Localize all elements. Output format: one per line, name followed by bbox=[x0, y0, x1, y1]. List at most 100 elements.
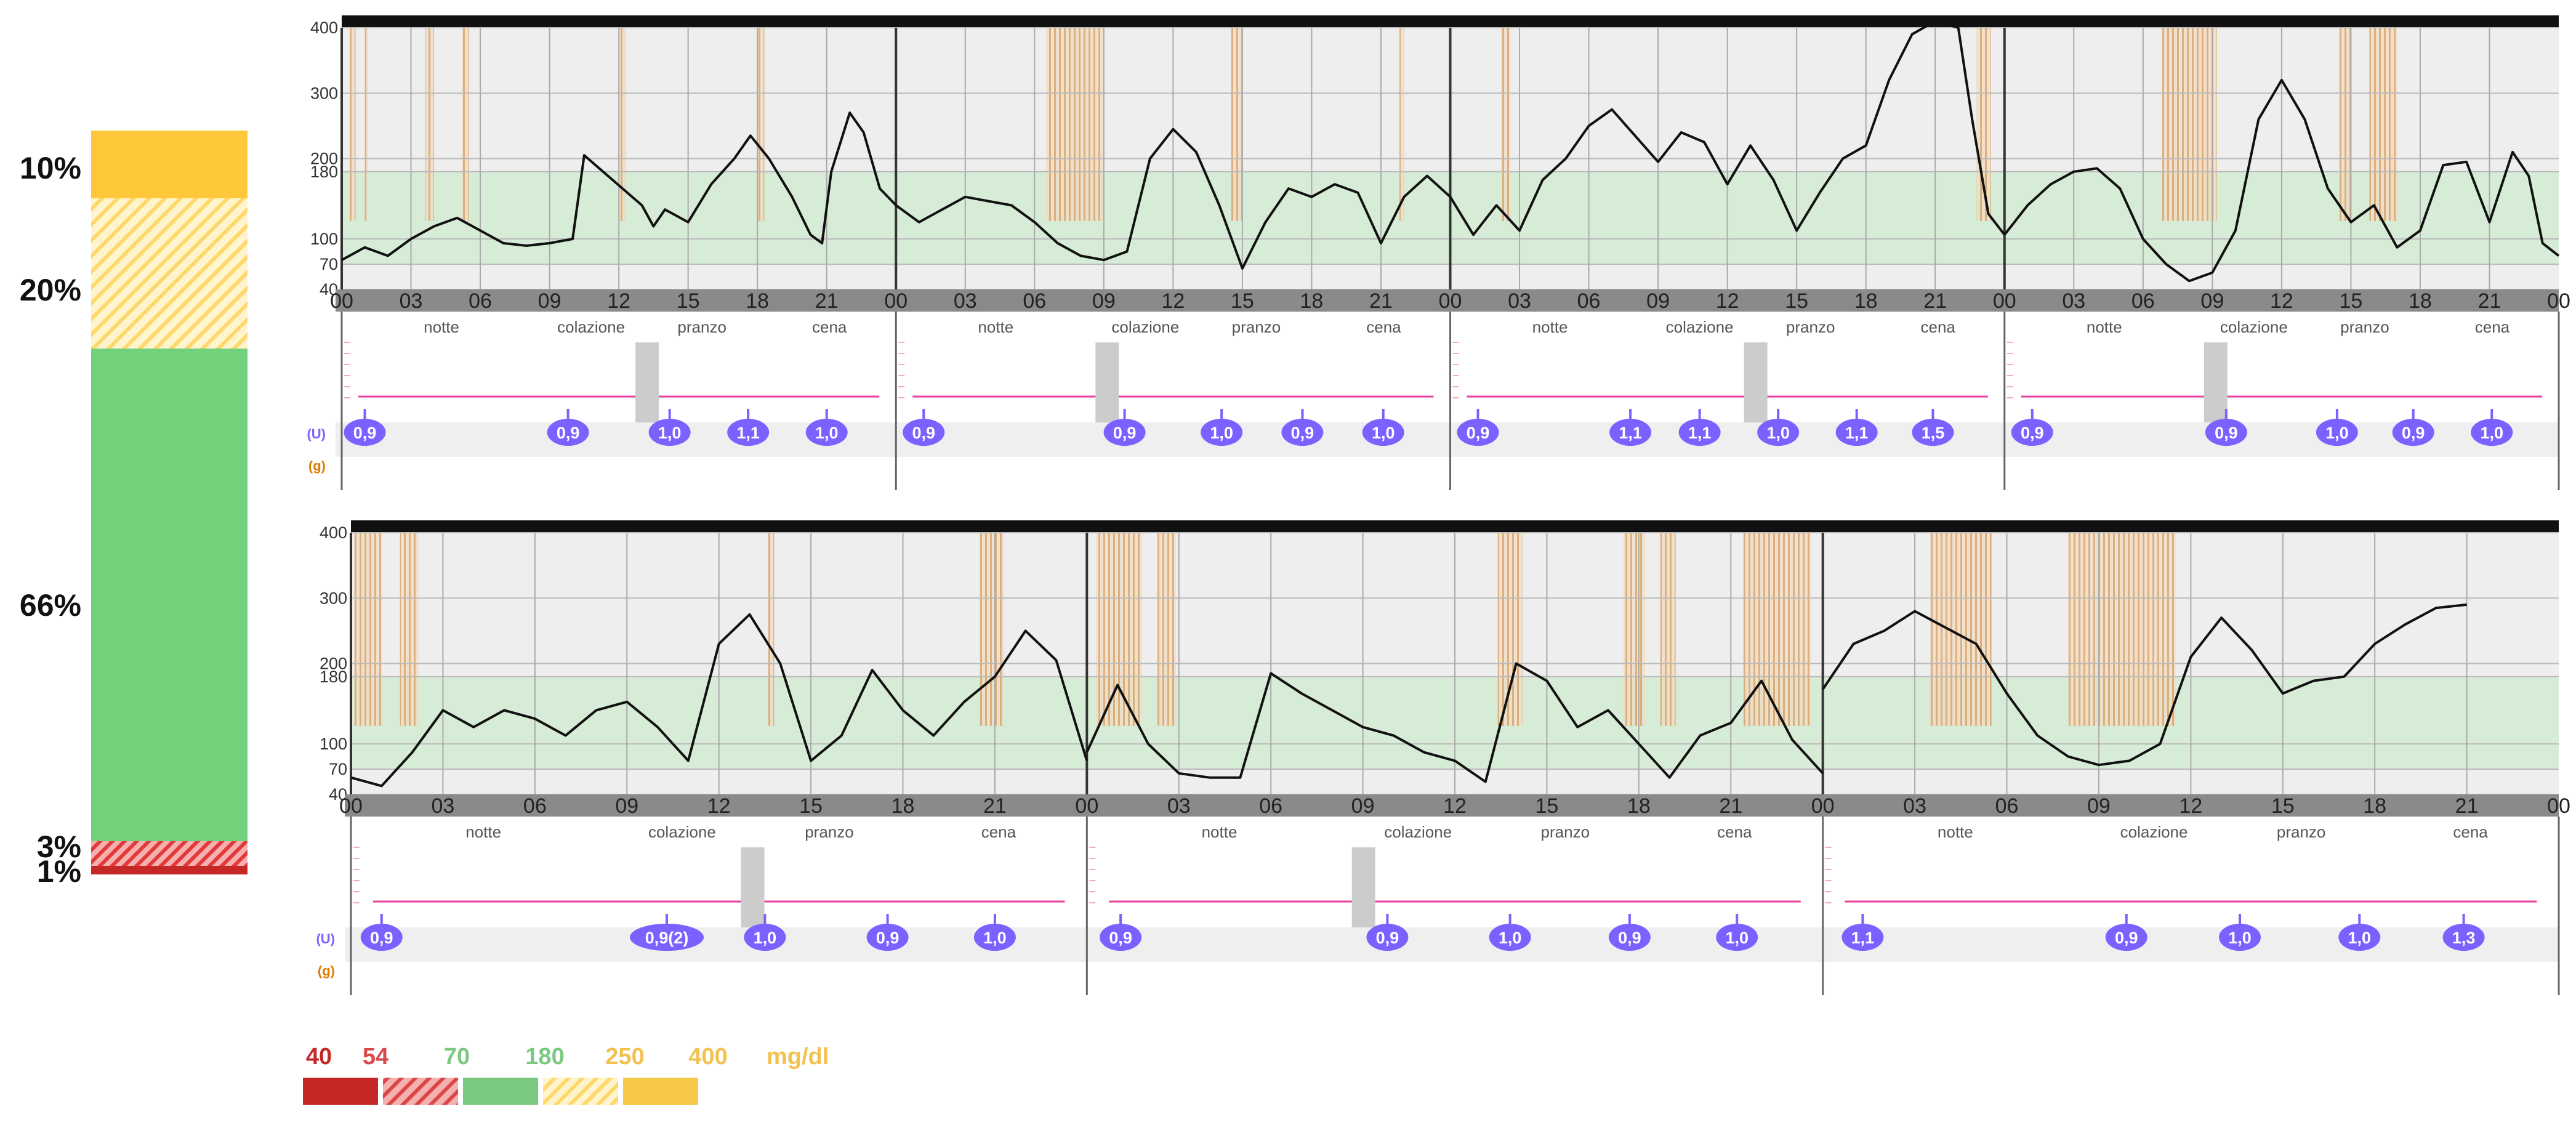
carb-shade-bar bbox=[364, 28, 369, 221]
x-axis-bar bbox=[336, 289, 2559, 312]
x-tick-label: 00 bbox=[1811, 794, 1835, 818]
carb-unit-label: (g) bbox=[308, 458, 326, 474]
meal-period-label: pranzo bbox=[677, 318, 727, 336]
meal-period-label: notte bbox=[1938, 823, 1973, 841]
glucose-line bbox=[1822, 603, 2467, 767]
carb-shade-bar bbox=[1231, 28, 1242, 221]
legend-swatch bbox=[303, 1078, 378, 1105]
insulin-dose-label: 0,9 bbox=[1376, 929, 1399, 947]
insulin-dose-label: 0,9 bbox=[557, 424, 580, 442]
carb-shade-bar bbox=[2068, 533, 2176, 726]
carb-shade-bar bbox=[1497, 533, 1523, 726]
x-tick-label: 03 bbox=[2062, 289, 2085, 313]
insulin-dose-marker bbox=[547, 419, 589, 446]
summary-segment bbox=[91, 841, 248, 866]
insulin-dose-marker bbox=[2219, 924, 2261, 951]
x-tick-label: 03 bbox=[1903, 794, 1926, 818]
insulin-dose-label: 1,1 bbox=[736, 424, 760, 442]
meal-period-label: cena bbox=[981, 823, 1016, 841]
insulin-dose-label: 0,9 bbox=[876, 929, 900, 947]
x-tick-label: 06 bbox=[1023, 289, 1046, 313]
meal-period-label: notte bbox=[424, 318, 459, 336]
x-tick-label: 09 bbox=[1092, 289, 1116, 313]
insulin-dose-label: 0,9 bbox=[1618, 929, 1641, 947]
summary-percent-label: 3% bbox=[37, 829, 81, 864]
legend-swatch bbox=[623, 1078, 698, 1105]
x-tick-label: 00 bbox=[2547, 289, 2570, 313]
y-tick-label: 300 bbox=[320, 589, 347, 607]
panel-header-bar bbox=[351, 520, 2559, 533]
x-tick-label: 03 bbox=[400, 289, 423, 313]
y-tick-label: 40 bbox=[329, 785, 347, 804]
glucose-line bbox=[1085, 662, 1824, 783]
insulin-dose-marker bbox=[1841, 924, 1884, 951]
y-tick-label: 70 bbox=[320, 255, 338, 273]
meal-period-label: cena bbox=[2453, 823, 2488, 841]
x-tick-label: 00 bbox=[1439, 289, 1462, 313]
meal-period-label: cena bbox=[1366, 318, 1401, 336]
summary-percent-label: 66% bbox=[20, 588, 81, 623]
insulin-dose-label: 0,9 bbox=[2021, 424, 2044, 442]
legend-threshold-label: 180 bbox=[525, 1044, 564, 1070]
meal-period-label: cena bbox=[1921, 318, 1956, 336]
insulin-dose-label: 0,9 bbox=[1113, 424, 1137, 442]
carb-shade-bar bbox=[350, 28, 356, 221]
insulin-dose-marker bbox=[805, 419, 848, 446]
x-tick-label: 18 bbox=[1854, 289, 1878, 313]
insulin-dose-marker bbox=[1608, 924, 1651, 951]
insulin-dose-marker bbox=[1281, 419, 1324, 446]
insulin-dose-label: 1,0 bbox=[983, 929, 1007, 947]
insulin-dose-marker bbox=[2105, 924, 2147, 951]
x-tick-label: 06 bbox=[1259, 794, 1282, 818]
meal-period-label: pranzo bbox=[805, 823, 854, 841]
y-tick-label: 400 bbox=[310, 18, 338, 37]
meal-period-label: colazione bbox=[2220, 318, 2288, 336]
insulin-dose-label: 1,0 bbox=[1766, 424, 1790, 442]
insulin-dose-label: 1,0 bbox=[658, 424, 682, 442]
carb-shade-bar bbox=[619, 28, 626, 221]
legend-threshold-label: 250 bbox=[605, 1044, 644, 1070]
x-tick-label: 21 bbox=[1923, 289, 1947, 313]
carb-shade-bar bbox=[1046, 28, 1104, 221]
x-tick-label: 00 bbox=[884, 289, 908, 313]
legend-swatch bbox=[383, 1078, 458, 1105]
x-tick-label: 15 bbox=[1536, 794, 1559, 818]
meal-period-label: pranzo bbox=[1541, 823, 1590, 841]
summary-segment bbox=[91, 866, 248, 874]
x-tick-label: 03 bbox=[1167, 794, 1191, 818]
insulin-dose-label: 1,0 bbox=[1372, 424, 1395, 442]
summary-segment bbox=[91, 198, 248, 349]
x-tick-label: 15 bbox=[1785, 289, 1808, 313]
x-tick-label: 12 bbox=[707, 794, 731, 818]
carb-shade-bar bbox=[768, 533, 775, 726]
insulin-dose-marker bbox=[2011, 419, 2053, 446]
insulin-row bbox=[345, 927, 2559, 962]
insulin-dose-marker bbox=[866, 924, 909, 951]
carb-shade-bar bbox=[1399, 28, 1404, 221]
insulin-dose-marker bbox=[973, 924, 1016, 951]
summary-segment bbox=[91, 349, 248, 841]
y-tick-label: 100 bbox=[320, 735, 347, 753]
insulin-dose-marker bbox=[1678, 419, 1721, 446]
insulin-dose-marker bbox=[1716, 924, 1758, 951]
x-tick-label: 06 bbox=[469, 289, 492, 313]
insulin-dose-marker bbox=[2205, 419, 2247, 446]
meal-period-label: colazione bbox=[648, 823, 716, 841]
x-tick-label: 00 bbox=[2547, 794, 2570, 818]
insulin-dose-marker bbox=[1835, 419, 1878, 446]
insulin-dose-label: 0,9(2) bbox=[645, 929, 689, 947]
x-tick-label: 21 bbox=[1369, 289, 1393, 313]
glucose-line bbox=[350, 613, 1089, 788]
insulin-dose-label: 1,3 bbox=[2452, 929, 2476, 947]
insulin-row bbox=[336, 422, 2559, 457]
x-tick-label: 06 bbox=[1995, 794, 2019, 818]
x-tick-label: 12 bbox=[1161, 289, 1185, 313]
insulin-dose-marker bbox=[629, 924, 704, 951]
x-tick-label: 03 bbox=[432, 794, 455, 818]
y-tick-label: 400 bbox=[320, 523, 347, 542]
carb-shade-bar bbox=[1743, 533, 1811, 726]
meal-period-label: cena bbox=[2475, 318, 2510, 336]
legend-threshold-label: 400 bbox=[688, 1044, 727, 1070]
meal-period-label: notte bbox=[978, 318, 1013, 336]
